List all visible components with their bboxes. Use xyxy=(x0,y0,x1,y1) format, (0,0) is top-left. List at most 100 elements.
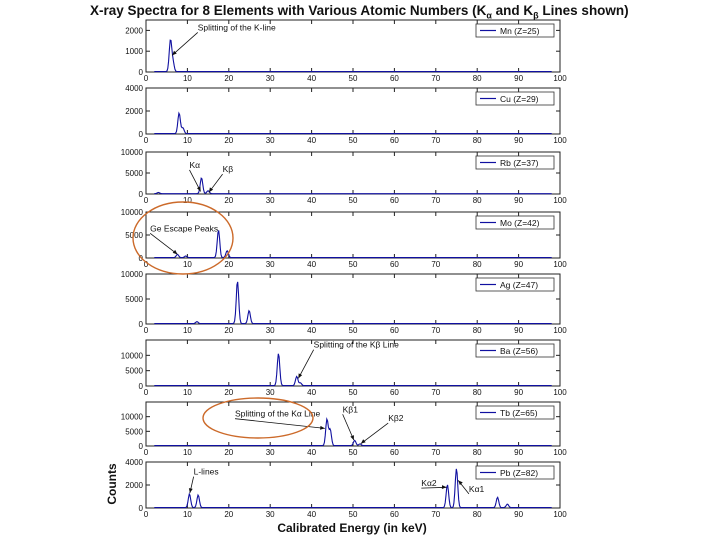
spectrum-line xyxy=(154,177,552,195)
x-tick-label: 0 xyxy=(144,136,149,145)
x-tick-label: 30 xyxy=(266,510,275,519)
x-tick-label: 0 xyxy=(144,260,149,269)
x-tick-label: 10 xyxy=(183,136,192,145)
x-axis-label: Calibrated Energy (in keV) xyxy=(277,521,426,535)
x-tick-label: 90 xyxy=(514,136,523,145)
x-tick-label: 80 xyxy=(473,260,482,269)
annotation-arrowhead xyxy=(188,488,193,494)
x-tick-label: 60 xyxy=(390,136,399,145)
annotation-arrowhead xyxy=(320,425,325,430)
annotation-arrow xyxy=(171,32,199,56)
x-tick-label: 40 xyxy=(307,510,316,519)
legend-label: Mo (Z=42) xyxy=(500,218,540,228)
x-tick-label: 70 xyxy=(431,74,440,83)
legend-box xyxy=(475,155,555,170)
y-tick-label: 0 xyxy=(139,504,144,513)
spectrum-line xyxy=(154,468,552,509)
annotation-label: Splitting of the K-line xyxy=(198,22,276,32)
x-tick-label: 30 xyxy=(266,136,275,145)
x-tick-label: 0 xyxy=(144,196,149,205)
x-tick-label: 0 xyxy=(144,510,149,519)
x-tick-label: 0 xyxy=(144,74,149,83)
y-tick-label: 5000 xyxy=(125,231,143,240)
x-tick-label: 50 xyxy=(349,448,358,457)
x-tick-label: 100 xyxy=(553,388,567,397)
y-tick-label: 0 xyxy=(139,190,144,199)
x-tick-label: 40 xyxy=(307,74,316,83)
y-tick-label: 0 xyxy=(139,382,144,391)
annotation-arrow xyxy=(149,233,178,255)
subplot-6: 0 5000 10000 0 10 20 30 40 50 60 70 80 90 100 Ba (Z=56… xyxy=(121,339,567,397)
subplot-8: 0 2000 4000 0 10 20 30 40 50 60 70 80 90 100 Pb (Z=82)… xyxy=(125,458,567,519)
x-tick-label: 30 xyxy=(266,326,275,335)
x-tick-label: 40 xyxy=(307,326,316,335)
y-tick-label: 0 xyxy=(139,130,144,139)
x-tick-label: 100 xyxy=(553,196,567,205)
y-tick-label: 0 xyxy=(139,68,144,77)
x-tick-label: 80 xyxy=(473,388,482,397)
legend-box xyxy=(475,277,555,292)
x-tick-label: 80 xyxy=(473,326,482,335)
annotation-label: Kβ1 xyxy=(343,404,359,414)
x-tick-label: 40 xyxy=(307,136,316,145)
x-tick-label: 90 xyxy=(514,74,523,83)
annotation-arrowhead xyxy=(196,186,201,192)
y-tick-label: 4000 xyxy=(125,458,143,467)
x-tick-label: 50 xyxy=(349,388,358,397)
legend-label: Ba (Z=56) xyxy=(500,346,538,356)
x-tick-label: 20 xyxy=(224,388,233,397)
x-tick-label: 50 xyxy=(349,136,358,145)
x-tick-label: 0 xyxy=(144,326,149,335)
y-tick-label: 10000 xyxy=(121,208,144,217)
x-tick-label: 40 xyxy=(307,388,316,397)
annotation-label: Kα1 xyxy=(469,484,485,494)
x-tick-label: 0 xyxy=(144,388,149,397)
y-tick-label: 2000 xyxy=(125,107,143,116)
highlight-ellipse-kalpha xyxy=(202,397,314,439)
x-tick-label: 60 xyxy=(390,326,399,335)
x-tick-label: 70 xyxy=(431,260,440,269)
x-tick-label: 30 xyxy=(266,448,275,457)
annotation-arrowhead xyxy=(360,439,366,444)
annotation-label: Ge Escape Peaks xyxy=(150,223,218,233)
y-tick-label: 10000 xyxy=(121,270,144,279)
annotation-label: Kβ xyxy=(223,164,234,174)
title-mid: and K xyxy=(491,3,534,18)
x-tick-label: 100 xyxy=(553,448,567,457)
x-tick-label: 10 xyxy=(183,448,192,457)
title-end: Lines shown) xyxy=(538,3,629,18)
legend-label: Mn (Z=25) xyxy=(500,26,540,36)
x-tick-label: 20 xyxy=(224,136,233,145)
x-tick-label: 100 xyxy=(553,510,567,519)
title-alpha: α xyxy=(486,10,492,21)
legend-label: Pb (Z=82) xyxy=(500,468,538,478)
annotation-arrow xyxy=(342,414,355,441)
annotation-arrowhead xyxy=(208,187,214,193)
spectrum-line xyxy=(154,353,552,387)
highlight-ellipse-escape xyxy=(132,201,234,275)
spectrum-line xyxy=(154,39,552,73)
x-tick-label: 70 xyxy=(431,388,440,397)
x-tick-label: 30 xyxy=(266,388,275,397)
legend-label: Ag (Z=47) xyxy=(500,280,538,290)
x-tick-label: 0 xyxy=(144,448,149,457)
x-tick-label: 100 xyxy=(553,74,567,83)
x-tick-label: 50 xyxy=(349,196,358,205)
annotation-arrowhead xyxy=(458,480,463,486)
x-tick-label: 10 xyxy=(183,510,192,519)
x-tick-label: 90 xyxy=(514,196,523,205)
y-tick-label: 0 xyxy=(139,320,144,329)
spectrum-line xyxy=(154,281,552,325)
subplot-5: 0 5000 10000 0 10 20 30 40 50 60 70 80 90 100 Ag (Z=47… xyxy=(121,270,567,335)
legend-box xyxy=(475,215,555,230)
x-tick-label: 70 xyxy=(431,196,440,205)
y-tick-label: 0 xyxy=(139,442,144,451)
legend-label: Rb (Z=37) xyxy=(500,158,539,168)
x-tick-label: 100 xyxy=(553,136,567,145)
annotation-label: L-lines xyxy=(194,467,219,477)
legend-box xyxy=(475,465,555,480)
x-tick-label: 30 xyxy=(266,74,275,83)
title-main: X-ray Spectra for 8 Elements with Variou… xyxy=(90,3,487,18)
legend-label: Cu (Z=29) xyxy=(500,94,539,104)
